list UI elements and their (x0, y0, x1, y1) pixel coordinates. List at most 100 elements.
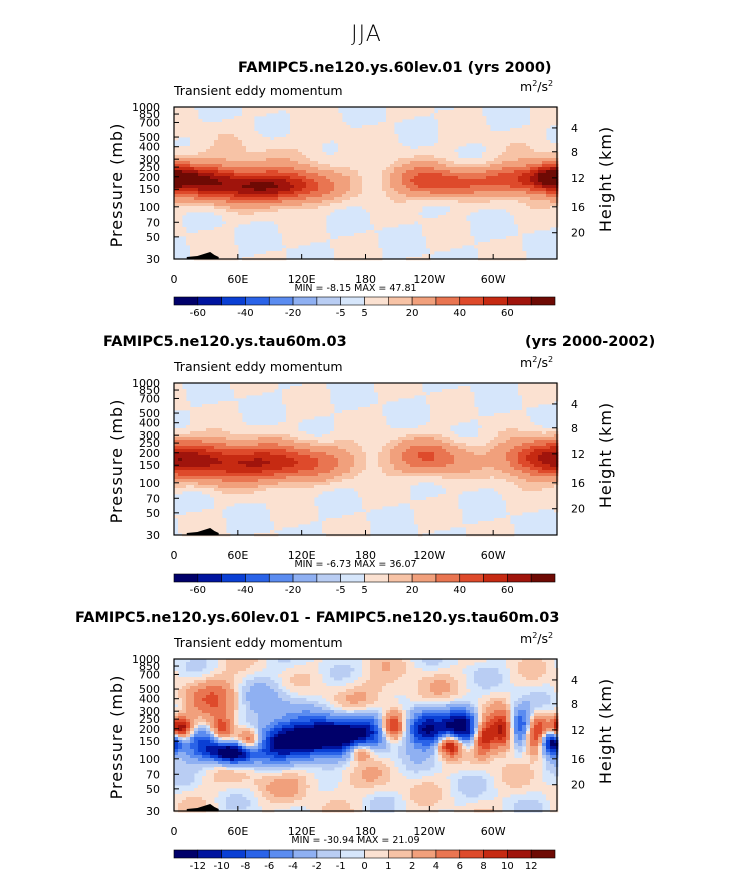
contour-cell (298, 155, 303, 159)
contour-cell (334, 110, 339, 114)
contour-cell (462, 128, 467, 132)
contour-cell (386, 173, 391, 177)
contour-cell (470, 116, 475, 120)
contour-cell (334, 134, 339, 138)
contour-cell (390, 116, 395, 120)
contour-cell (194, 152, 199, 156)
contour-cell (410, 434, 415, 438)
contour-cell (546, 161, 551, 165)
contour-cell (330, 167, 335, 171)
contour-cell (350, 149, 355, 153)
contour-cell (310, 143, 315, 147)
contour-cell (266, 209, 271, 213)
contour-cell (478, 203, 483, 207)
contour-cell (498, 182, 503, 186)
contour-cell (438, 137, 443, 141)
contour-cell (230, 425, 235, 429)
contour-cell (174, 179, 179, 183)
contour-cell (534, 179, 539, 183)
contour-cell (206, 407, 211, 411)
contour-cell (510, 419, 515, 423)
contour-cell (314, 440, 319, 444)
contour-cell (278, 137, 283, 141)
contour-cell (342, 137, 347, 141)
contour-cell (206, 422, 211, 426)
contour-cell (458, 107, 463, 111)
contour-cell (318, 179, 323, 183)
contour-cell (302, 398, 307, 402)
contour-cell (382, 155, 387, 159)
contour-cell (306, 167, 311, 171)
contour-cell (506, 134, 511, 138)
contour-cell (450, 434, 455, 438)
contour-cell (358, 242, 363, 246)
contour-cell (202, 242, 207, 246)
contour-cell (206, 239, 211, 243)
contour-cell (238, 206, 243, 210)
contour-cell (362, 236, 367, 240)
contour-cell (194, 176, 199, 180)
contour-cell (198, 203, 203, 207)
contour-cell (322, 239, 327, 243)
contour-cell (342, 182, 347, 186)
contour-cell (342, 431, 347, 435)
panel-title: FAMIPC5.ne120.ys.tau60m.03 (103, 334, 347, 350)
contour-cell (522, 131, 527, 135)
contour-cell (250, 152, 255, 156)
contour-cell (414, 149, 419, 153)
contour-cell (282, 398, 287, 402)
contour-cell (366, 173, 371, 177)
contour-cell (234, 431, 239, 435)
contour-cell (354, 179, 359, 183)
contour-cell (382, 224, 387, 228)
contour-cell (234, 203, 239, 207)
contour-cell (226, 212, 231, 216)
contour-cell (454, 128, 459, 132)
contour-cell (254, 431, 259, 435)
contour-cell (274, 251, 279, 255)
contour-cell (510, 131, 515, 135)
contour-cell (482, 419, 487, 423)
contour-cell (410, 182, 415, 186)
contour-cell (294, 428, 299, 432)
contour-cell (510, 173, 515, 177)
contour-cell (290, 440, 295, 444)
contour-cell (238, 152, 243, 156)
contour-cell (234, 425, 239, 429)
contour-cell (550, 179, 555, 183)
contour-cell (370, 161, 375, 165)
contour-cell (314, 233, 319, 237)
contour-cell (454, 194, 459, 198)
contour-cell (218, 251, 223, 255)
contour-cell (470, 113, 475, 117)
contour-cell (234, 173, 239, 177)
contour-cell (526, 161, 531, 165)
contour-cell (190, 182, 195, 186)
contour-cell (470, 173, 475, 177)
contour-cell (234, 404, 239, 408)
contour-cell (318, 137, 323, 141)
contour-cell (210, 158, 215, 162)
contour-cell (210, 230, 215, 234)
contour-cell (318, 383, 323, 387)
contour-cell (222, 209, 227, 213)
contour-cell (478, 197, 483, 201)
contour-cell (458, 188, 463, 192)
contour-cell (238, 116, 243, 120)
contour-cell (178, 134, 183, 138)
contour-cell (262, 173, 267, 177)
units-sup2: 2 (548, 631, 554, 640)
contour-cell (478, 431, 483, 435)
contour-cell (298, 164, 303, 168)
contour-cell (518, 419, 523, 423)
contour-cell (474, 116, 479, 120)
contour-cell (482, 191, 487, 195)
contour-cell (514, 131, 519, 135)
contour-cell (306, 413, 311, 417)
contour-cell (362, 407, 367, 411)
contour-cell (382, 431, 387, 435)
contour-cell (530, 221, 535, 225)
contour-cell (346, 254, 351, 258)
contour-cell (466, 233, 471, 237)
contour-cell (282, 218, 287, 222)
